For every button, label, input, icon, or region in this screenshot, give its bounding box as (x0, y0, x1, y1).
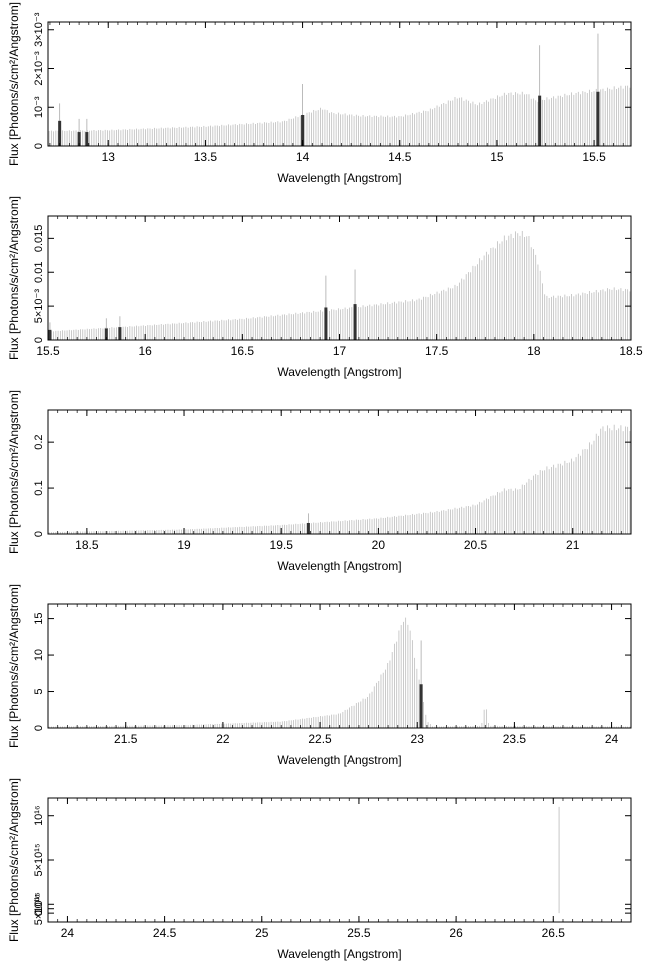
x-tick-label: 14 (296, 150, 310, 164)
y-tick-label: 5×10⁻³ (33, 289, 45, 324)
chart-panel: 24 24.5 25 25.5 26 26.505×10¹⁵10¹⁶5×10¹⁵10¹⁶W… (7, 778, 632, 961)
x-axis-label: Wavelength [Angstrom] (277, 171, 401, 185)
highlight-bar (596, 91, 600, 146)
chart-panel: 15.5 16 16.5 17 17.5 18 18.5 0 5×10⁻³ 0.01 0.015 Wa… (7, 196, 643, 379)
x-tick-label: 24 (61, 926, 75, 940)
y-tick-label: 5 (33, 688, 45, 694)
x-tick-label: 15.5 (582, 150, 606, 164)
x-tick-label: 15.5 (36, 344, 60, 358)
highlight-bar (419, 684, 423, 728)
x-tick-label: 24.5 (153, 926, 177, 940)
x-tick-label: 25 (255, 926, 269, 940)
x-tick-label: 22 (216, 732, 230, 746)
x-axis-label: Wavelength [Angstrom] (277, 559, 401, 573)
x-tick-label: 16.5 (231, 344, 255, 358)
plot-frame (47, 409, 632, 535)
x-tick-label: 18 (527, 344, 541, 358)
y-tick-label: 0.015 (33, 225, 45, 253)
y-tick-label: 0 (33, 337, 45, 343)
highlight-bar (118, 327, 122, 340)
highlight-bar (301, 115, 305, 146)
highlight-bar (538, 95, 542, 146)
x-tick-label: 19 (177, 538, 191, 552)
plot-frame (47, 21, 632, 147)
x-tick-label: 25.5 (347, 926, 371, 940)
x-tick-label: 18.5 (619, 344, 643, 358)
plot-frame (47, 603, 632, 729)
highlight-bar (306, 522, 310, 534)
y-axis-label: Flux [Photons/s/cm²/Angstrom] (7, 2, 21, 166)
x-tick-label: 16 (138, 344, 152, 358)
chart-panel: 18.5 19 19.5 20 20.5 21 0 0.1 0.2 Wavelength [Ang… (7, 390, 632, 573)
highlight-bar (353, 304, 357, 340)
x-tick-label: 13.5 (194, 150, 218, 164)
x-tick-label: 17.5 (425, 344, 449, 358)
x-tick-label: 18.5 (75, 538, 99, 552)
x-tick-label: 24 (605, 732, 619, 746)
chart-panel: 13 13.5 14 14.5 15 15.5 0 10⁻³ 2×10⁻³ 3×10⁻³ Wavel… (7, 2, 632, 185)
highlight-bar (77, 132, 81, 146)
highlight-bar (104, 328, 108, 340)
y-tick-label: 2×10⁻³ (33, 51, 45, 86)
x-tick-label: 23.5 (503, 732, 527, 746)
chart-panel: 21.5 22 22.5 23 23.5 24 0 5 10 15 Wavelength [Angs… (7, 584, 632, 767)
y-tick-label: 10 (33, 649, 45, 661)
x-tick-label: 13 (102, 150, 116, 164)
y-tick-label: 3×10⁻³ (33, 12, 45, 47)
highlight-bar (85, 132, 89, 146)
x-tick-label: 15 (490, 150, 504, 164)
highlight-bar (324, 307, 328, 340)
x-tick-label: 14.5 (388, 150, 412, 164)
y-tick-label: 0 (33, 910, 45, 916)
x-tick-label: 20 (372, 538, 386, 552)
x-tick-label: 26.5 (542, 926, 566, 940)
y-axis-label: Flux [Photons/s/cm²/Angstrom] (7, 584, 21, 748)
y-tick-label: 10¹⁶ (33, 894, 45, 914)
y-axis-label: Flux [Photons/s/cm²/Angstrom] (7, 390, 21, 554)
highlight-bar (48, 329, 52, 340)
x-axis-label: Wavelength [Angstrom] (277, 947, 401, 961)
x-tick-label: 21 (566, 538, 580, 552)
y-axis-label: Flux [Photons/s/cm²/Angstrom] (7, 196, 21, 360)
x-tick-label: 17 (333, 344, 347, 358)
x-tick-label: 26 (449, 926, 463, 940)
y-tick-label: 0 (33, 725, 45, 731)
highlight-bar (58, 120, 62, 146)
y-tick-label: 15 (33, 612, 45, 624)
y-tick-label: 0 (33, 143, 45, 149)
y-tick-label: 0.1 (33, 480, 45, 495)
y-tick-label: 10⁻³ (33, 96, 45, 118)
y-axis-label: Flux [Photons/s/cm²/Angstrom] (7, 778, 21, 942)
x-axis-label: Wavelength [Angstrom] (277, 365, 401, 379)
x-tick-label: 22.5 (308, 732, 332, 746)
plot-frame (47, 215, 632, 341)
y-tick-label: 5×10¹⁵ (33, 844, 45, 877)
y-tick-label: 0.2 (33, 434, 45, 449)
x-tick-label: 23 (411, 732, 425, 746)
y-tick-label: 5×10¹⁵ (33, 892, 45, 925)
y-tick-label: 10¹⁶ (33, 805, 45, 825)
plot-frame (47, 797, 632, 923)
x-tick-label: 21.5 (114, 732, 138, 746)
x-axis-label: Wavelength [Angstrom] (277, 753, 401, 767)
x-tick-label: 19.5 (270, 538, 294, 552)
x-tick-label: 20.5 (464, 538, 488, 552)
y-tick-label: 0 (33, 531, 45, 537)
y-tick-label: 0.01 (33, 262, 45, 283)
